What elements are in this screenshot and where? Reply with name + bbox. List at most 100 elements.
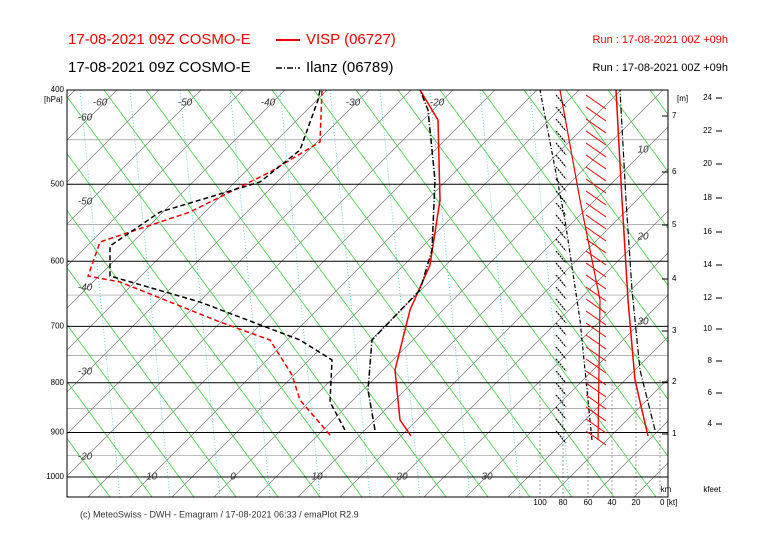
- wind-barb: [555, 238, 567, 252]
- mixing-ratio: [229, 90, 271, 497]
- wind-barb: [585, 310, 607, 326]
- wind-barb: [555, 226, 567, 240]
- wind-barb: [555, 130, 567, 144]
- adiabat: [397, 90, 668, 457]
- wind-barb: [585, 298, 607, 314]
- wind-barb: [585, 238, 607, 254]
- wind-barb: [585, 286, 607, 302]
- wind-barb: [585, 382, 607, 398]
- adiabat: [565, 90, 668, 230]
- wind-barb: [585, 202, 607, 218]
- temperature-label: -40: [78, 283, 93, 294]
- wind-barb: [555, 106, 567, 120]
- wind-label: 80: [559, 498, 568, 507]
- wind-barb: [555, 274, 567, 288]
- height-label: 7: [672, 111, 677, 120]
- wind-barb: [585, 358, 607, 374]
- wind-barb: [585, 262, 607, 278]
- isotherm: [549, 378, 668, 497]
- pressure-label: 600: [51, 256, 65, 265]
- height-label: 4: [672, 274, 677, 283]
- footer: (c) MeteoSwiss - DWH - Emagram / 17-08-2…: [80, 509, 359, 519]
- wind-barb: [585, 166, 607, 182]
- isotherm: [67, 90, 370, 393]
- pressure-label: 1000: [46, 472, 64, 481]
- adiabat: [67, 381, 153, 497]
- wind-barb: [555, 262, 567, 276]
- adiabat: [271, 90, 573, 497]
- wind-barb: [585, 430, 607, 446]
- isotherm: [339, 168, 668, 497]
- mixing-ratio: [79, 90, 121, 497]
- temperature-label: 30: [481, 472, 493, 483]
- wind-barb: [585, 334, 607, 350]
- isotherm: [67, 90, 328, 351]
- wind-barb: [585, 322, 607, 338]
- temperature-label: 10: [637, 145, 649, 156]
- kfeet-unit: kfeet: [703, 485, 721, 494]
- height-unit: [m]: [677, 94, 688, 103]
- profile: [109, 90, 346, 431]
- pressure-label: 400: [51, 85, 65, 94]
- wind-barb: [555, 334, 567, 348]
- wind-label: 20: [632, 498, 641, 507]
- temperature-label: 20: [636, 232, 649, 243]
- isotherm: [297, 126, 668, 497]
- isotherm: [67, 90, 202, 225]
- kfeet-label: 16: [703, 227, 712, 236]
- kfeet-label: 8: [708, 356, 713, 365]
- temperature-label: 0: [230, 472, 236, 483]
- temperature-label: 20: [395, 472, 408, 483]
- adiabat: [439, 90, 668, 400]
- isotherm: [381, 210, 668, 497]
- kfeet-label: 4: [708, 419, 713, 428]
- wind-barb: [585, 346, 607, 362]
- temperature-label: -20: [430, 98, 445, 109]
- wind-barb: [585, 370, 607, 386]
- adiabat: [67, 267, 237, 497]
- profile: [367, 90, 436, 431]
- legend-label: Ilanz (06789): [306, 59, 394, 76]
- adiabat: [145, 90, 447, 497]
- isotherm: [507, 336, 668, 497]
- wind-label: 0 [kt]: [660, 498, 677, 507]
- wind-barb: [555, 154, 567, 168]
- wind-barb: [585, 418, 607, 434]
- adiabat: [187, 90, 489, 497]
- profile: [619, 90, 656, 431]
- pressure-unit: [hPa]: [44, 95, 63, 104]
- isotherm: [67, 90, 160, 183]
- isotherm: [171, 90, 580, 497]
- header-model: 17-08-2021 09Z COSMO-E: [68, 59, 251, 76]
- wind-barb: [555, 178, 567, 192]
- wind-barb: [555, 418, 567, 432]
- wind-barb: [585, 214, 607, 230]
- wind-barb: [585, 394, 607, 410]
- wind-unit: km: [661, 485, 672, 494]
- kfeet-label: 18: [703, 193, 712, 202]
- isotherm: [67, 90, 412, 435]
- temperature-label: -10: [143, 472, 158, 483]
- kfeet-label: 22: [703, 126, 712, 135]
- pressure-label: 800: [51, 378, 65, 387]
- temperature-label: -60: [93, 98, 108, 109]
- wind-barb: [585, 226, 607, 242]
- wind-barb: [555, 382, 567, 396]
- kfeet-label: 6: [708, 388, 713, 397]
- wind-barb: [555, 370, 567, 384]
- wind-label: 60: [584, 498, 593, 507]
- kfeet-label: 14: [703, 260, 712, 269]
- pressure-label: 700: [51, 321, 65, 330]
- wind-barb: [555, 286, 567, 300]
- isotherm: [67, 90, 286, 309]
- isotherm: [465, 294, 668, 497]
- mixing-ratio: [379, 90, 421, 497]
- adiabat: [229, 90, 531, 497]
- wind-barb: [555, 190, 567, 204]
- temperature-label: -30: [78, 367, 93, 378]
- height-label: 5: [672, 220, 677, 229]
- height-label: 2: [672, 377, 677, 386]
- wind-barb: [585, 94, 607, 110]
- isotherm: [87, 90, 496, 497]
